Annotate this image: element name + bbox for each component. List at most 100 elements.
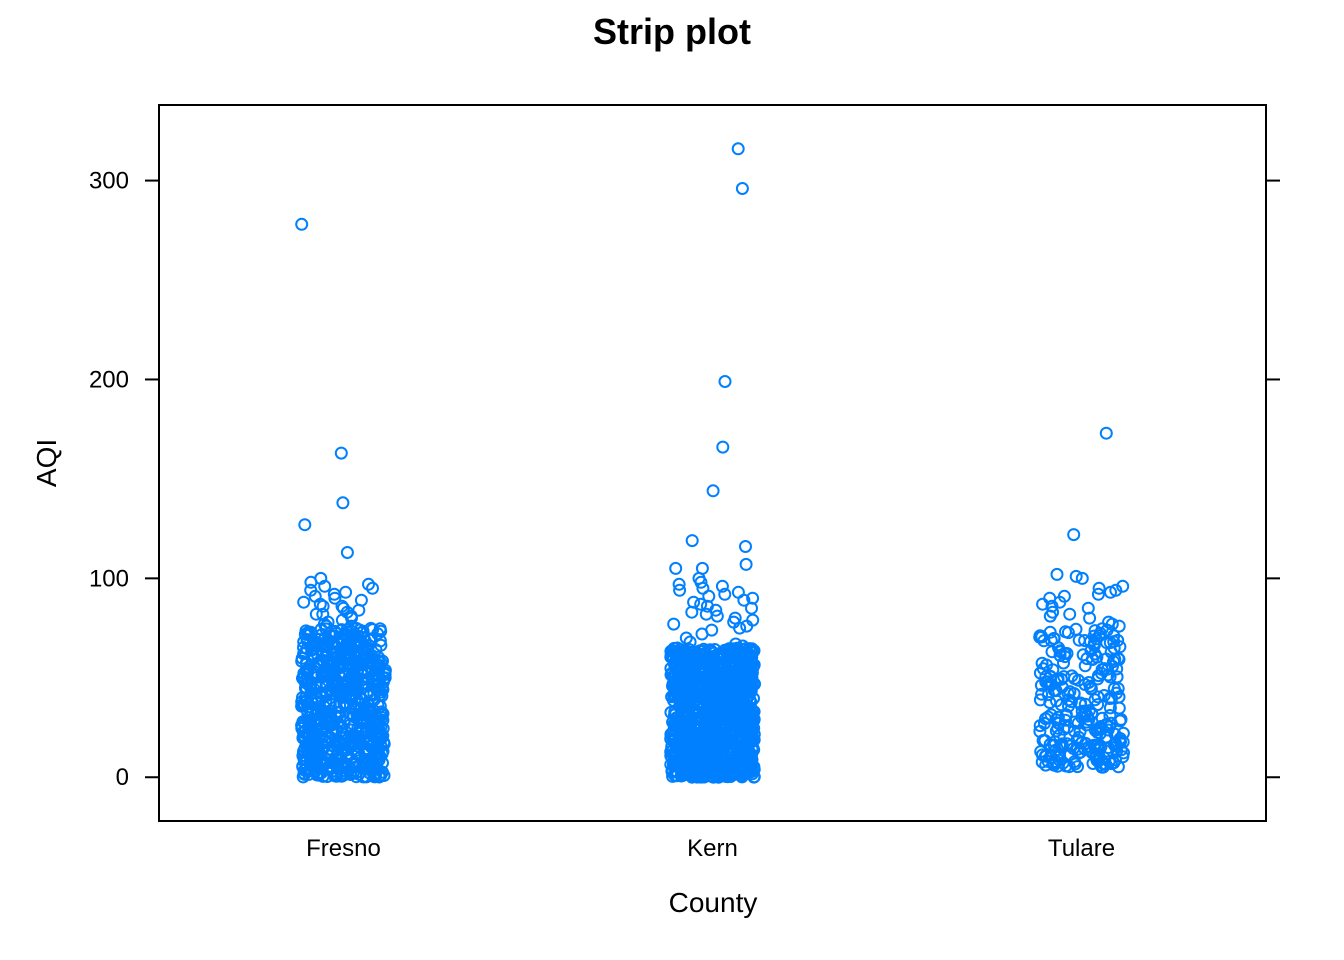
data-point bbox=[348, 735, 361, 749]
data-point bbox=[685, 534, 699, 548]
data-point bbox=[1071, 760, 1084, 774]
data-point bbox=[367, 768, 381, 782]
y-axis-label: AQI bbox=[31, 439, 62, 487]
data-point bbox=[739, 692, 753, 706]
data-point bbox=[335, 759, 349, 773]
data-point bbox=[695, 627, 709, 641]
data-point bbox=[1053, 649, 1067, 662]
data-point bbox=[710, 762, 724, 776]
data-point bbox=[1046, 663, 1060, 677]
x-axis-label: County bbox=[669, 887, 758, 918]
data-point bbox=[737, 593, 751, 607]
data-point bbox=[1063, 607, 1077, 621]
data-point bbox=[1072, 730, 1086, 744]
data-point bbox=[690, 730, 704, 744]
data-point bbox=[715, 579, 729, 593]
data-point bbox=[296, 715, 310, 729]
data-point bbox=[1039, 758, 1053, 772]
data-point bbox=[685, 710, 698, 724]
x-axis: Fresno Kern Tulare bbox=[306, 835, 1115, 862]
data-point bbox=[706, 484, 720, 498]
data-point bbox=[1107, 629, 1121, 643]
data-point bbox=[331, 734, 345, 748]
data-point bbox=[731, 142, 745, 156]
data-point bbox=[1043, 696, 1057, 709]
data-point bbox=[700, 735, 713, 749]
data-point bbox=[674, 751, 688, 765]
data-point bbox=[335, 720, 349, 734]
data-point bbox=[725, 645, 739, 659]
data-point bbox=[362, 577, 375, 591]
data-point bbox=[736, 768, 750, 782]
data-point bbox=[357, 755, 371, 769]
data-point bbox=[693, 754, 707, 768]
data-point bbox=[1087, 629, 1101, 643]
y-tick-label: 0 bbox=[116, 764, 129, 791]
data-point bbox=[349, 681, 363, 695]
data-point bbox=[734, 704, 747, 718]
data-point bbox=[1101, 723, 1115, 737]
y-axis-right-ticks bbox=[1266, 179, 1280, 779]
data-points bbox=[295, 142, 1130, 784]
data-point bbox=[302, 674, 316, 688]
data-point bbox=[1079, 706, 1093, 720]
data-point bbox=[672, 577, 686, 591]
data-point bbox=[336, 690, 349, 704]
data-point bbox=[342, 688, 356, 702]
data-point bbox=[1099, 426, 1113, 440]
data-point bbox=[687, 676, 701, 690]
data-point bbox=[1033, 666, 1047, 680]
data-point bbox=[1035, 687, 1049, 701]
data-point bbox=[716, 440, 730, 454]
data-point bbox=[1074, 696, 1088, 710]
data-point bbox=[1076, 648, 1090, 662]
data-point bbox=[316, 667, 330, 680]
data-point bbox=[726, 729, 740, 743]
data-point bbox=[309, 607, 323, 621]
data-point bbox=[1070, 742, 1084, 756]
data-point bbox=[335, 726, 349, 740]
data-point bbox=[739, 540, 752, 553]
data-point bbox=[1116, 726, 1130, 740]
data-point bbox=[371, 627, 385, 641]
y-tick-label: 100 bbox=[89, 565, 129, 592]
data-point bbox=[669, 711, 683, 725]
data-point bbox=[1078, 678, 1092, 691]
data-point bbox=[685, 605, 699, 619]
data-point bbox=[731, 585, 745, 599]
data-point bbox=[347, 742, 361, 756]
data-point bbox=[736, 650, 749, 663]
x-tick-label: Kern bbox=[687, 835, 738, 862]
data-point bbox=[320, 770, 334, 783]
data-point bbox=[345, 611, 358, 625]
data-point bbox=[1085, 745, 1099, 759]
data-point bbox=[373, 634, 387, 648]
data-point bbox=[745, 601, 758, 615]
data-point bbox=[745, 679, 759, 693]
data-point bbox=[1062, 760, 1076, 774]
data-point bbox=[311, 736, 325, 750]
data-point bbox=[315, 668, 329, 682]
data-point bbox=[324, 629, 338, 643]
data-point bbox=[669, 561, 683, 575]
data-point bbox=[687, 655, 701, 669]
data-point bbox=[343, 681, 357, 695]
data-point bbox=[329, 700, 343, 714]
data-point bbox=[1054, 737, 1068, 751]
data-point bbox=[351, 665, 364, 678]
data-point bbox=[335, 642, 349, 656]
data-point bbox=[298, 518, 312, 532]
data-point bbox=[694, 597, 708, 611]
data-point bbox=[1082, 713, 1096, 727]
data-point bbox=[679, 762, 693, 776]
data-point bbox=[374, 732, 388, 746]
data-point bbox=[732, 719, 746, 733]
x-tick-label: Fresno bbox=[306, 835, 381, 862]
data-point bbox=[735, 182, 749, 195]
data-point bbox=[318, 579, 332, 593]
data-point bbox=[1116, 579, 1130, 593]
data-point bbox=[298, 646, 312, 660]
data-point bbox=[728, 665, 742, 679]
data-point bbox=[1083, 611, 1097, 625]
data-point bbox=[332, 661, 346, 675]
